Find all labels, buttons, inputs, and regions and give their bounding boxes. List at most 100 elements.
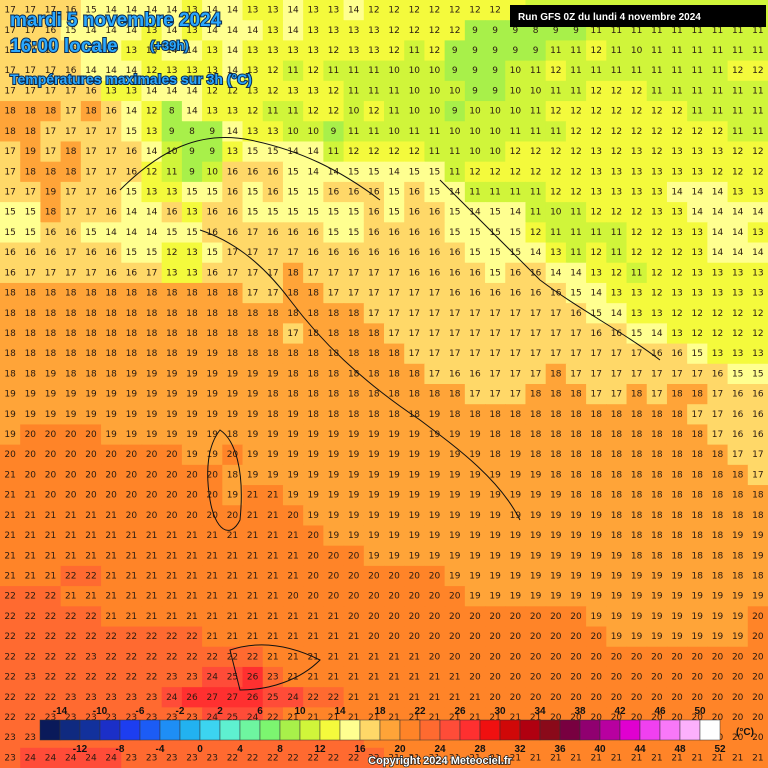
legend-label: -10 bbox=[93, 706, 108, 717]
legend-swatch bbox=[179, 719, 201, 741]
temp-value: 11 bbox=[429, 127, 440, 137]
temp-value: 11 bbox=[732, 86, 743, 96]
temp-value: 18 bbox=[287, 309, 299, 319]
temp-cell bbox=[323, 121, 345, 143]
temp-value: 19 bbox=[469, 430, 481, 440]
temp-value: 17 bbox=[267, 268, 278, 278]
temp-value: 21 bbox=[388, 652, 399, 662]
temp-cell bbox=[222, 0, 244, 21]
temp-value: 19 bbox=[126, 410, 138, 420]
temp-value: 20 bbox=[469, 652, 481, 662]
temp-value: 11 bbox=[651, 46, 662, 56]
temp-value: 19 bbox=[227, 491, 239, 501]
temp-value: 21 bbox=[186, 612, 197, 622]
temp-value: 9 bbox=[492, 66, 498, 76]
temp-value: 16 bbox=[449, 268, 461, 278]
temp-value: 20 bbox=[166, 511, 178, 521]
temp-value: 18 bbox=[671, 531, 683, 541]
temp-value: 18 bbox=[126, 349, 138, 359]
temp-value: 19 bbox=[206, 349, 218, 359]
temp-value: 16 bbox=[4, 268, 16, 278]
temp-value: 26 bbox=[247, 693, 259, 703]
temp-cell bbox=[707, 303, 729, 324]
temp-cell bbox=[485, 202, 506, 223]
temp-value: 13 bbox=[287, 86, 298, 96]
temp-value: 9 bbox=[189, 167, 195, 177]
temp-value: 18 bbox=[25, 369, 37, 379]
temp-value: 21 bbox=[227, 531, 238, 541]
temp-value: 18 bbox=[590, 491, 602, 501]
temp-value: 12 bbox=[752, 66, 763, 76]
legend-label: 6 bbox=[257, 706, 263, 717]
temp-value: 18 bbox=[631, 470, 643, 480]
temp-value: 19 bbox=[247, 369, 259, 379]
temp-cell bbox=[626, 121, 648, 143]
temp-value: 22 bbox=[4, 673, 15, 683]
temp-cell bbox=[525, 121, 547, 143]
temp-value: 14 bbox=[712, 188, 724, 198]
temp-value: 17 bbox=[409, 329, 420, 339]
temp-value: 18 bbox=[550, 410, 562, 420]
temp-value: 18 bbox=[732, 470, 744, 480]
temp-cell bbox=[646, 141, 668, 163]
temp-value: 13 bbox=[692, 289, 703, 299]
temp-cell bbox=[707, 101, 729, 122]
temp-cell bbox=[181, 323, 203, 345]
temp-value: 22 bbox=[4, 713, 15, 723]
temp-value: 18 bbox=[166, 309, 178, 319]
temp-cell bbox=[222, 80, 244, 102]
temp-cell bbox=[161, 282, 183, 304]
temp-value: 12 bbox=[489, 6, 500, 16]
temp-value: 22 bbox=[166, 652, 177, 662]
legend-label: 32 bbox=[514, 744, 526, 755]
temp-value: 19 bbox=[85, 410, 97, 420]
temp-value: 20 bbox=[550, 632, 562, 642]
temp-value: 18 bbox=[631, 531, 643, 541]
temp-value: 11 bbox=[449, 147, 460, 157]
temp-value: 17 bbox=[611, 369, 622, 379]
temp-value: 20 bbox=[85, 491, 97, 501]
temp-cell bbox=[707, 202, 729, 223]
temp-value: 13 bbox=[590, 188, 601, 198]
temp-cell bbox=[666, 303, 688, 324]
legend-swatch bbox=[159, 719, 181, 741]
legend-label: 38 bbox=[574, 706, 586, 717]
temp-value: 21 bbox=[308, 632, 319, 642]
temp-value: 18 bbox=[631, 450, 643, 460]
temp-value: 17 bbox=[570, 329, 581, 339]
temp-cell bbox=[464, 161, 486, 183]
temp-value: 17 bbox=[247, 289, 258, 299]
temp-value: 17 bbox=[85, 268, 96, 278]
temp-value: 12 bbox=[671, 248, 682, 258]
temp-value: 19 bbox=[388, 470, 400, 480]
temp-value: 22 bbox=[65, 652, 76, 662]
temp-cell bbox=[363, 141, 385, 163]
temp-cell bbox=[606, 242, 628, 264]
temp-cell bbox=[20, 40, 42, 62]
legend-swatch bbox=[419, 719, 441, 741]
temp-value: 18 bbox=[692, 491, 704, 501]
temp-value: 17 bbox=[469, 390, 480, 400]
temp-value: 12 bbox=[692, 329, 703, 339]
temp-value: 16 bbox=[247, 167, 259, 177]
temp-cell bbox=[363, 20, 385, 42]
temp-cell bbox=[545, 121, 567, 143]
temp-value: 19 bbox=[631, 612, 643, 622]
temp-value: 20 bbox=[308, 531, 320, 541]
temp-value: 10 bbox=[550, 208, 562, 218]
temp-value: 14 bbox=[287, 6, 299, 16]
temp-value: 17 bbox=[247, 268, 258, 278]
temp-value: 13 bbox=[166, 188, 177, 198]
temp-value: 19 bbox=[752, 592, 764, 602]
temp-value: 12 bbox=[651, 248, 662, 258]
temp-cell bbox=[343, 161, 365, 183]
temp-value: 12 bbox=[409, 6, 420, 16]
temp-value: 12 bbox=[631, 127, 642, 137]
temp-value: 20 bbox=[469, 632, 481, 642]
temp-value: 18 bbox=[247, 309, 259, 319]
temp-value: 18 bbox=[692, 531, 704, 541]
temp-value: 18 bbox=[4, 349, 16, 359]
temp-cell bbox=[727, 242, 749, 264]
legend-label: 46 bbox=[654, 706, 666, 717]
temp-cell bbox=[687, 80, 708, 102]
